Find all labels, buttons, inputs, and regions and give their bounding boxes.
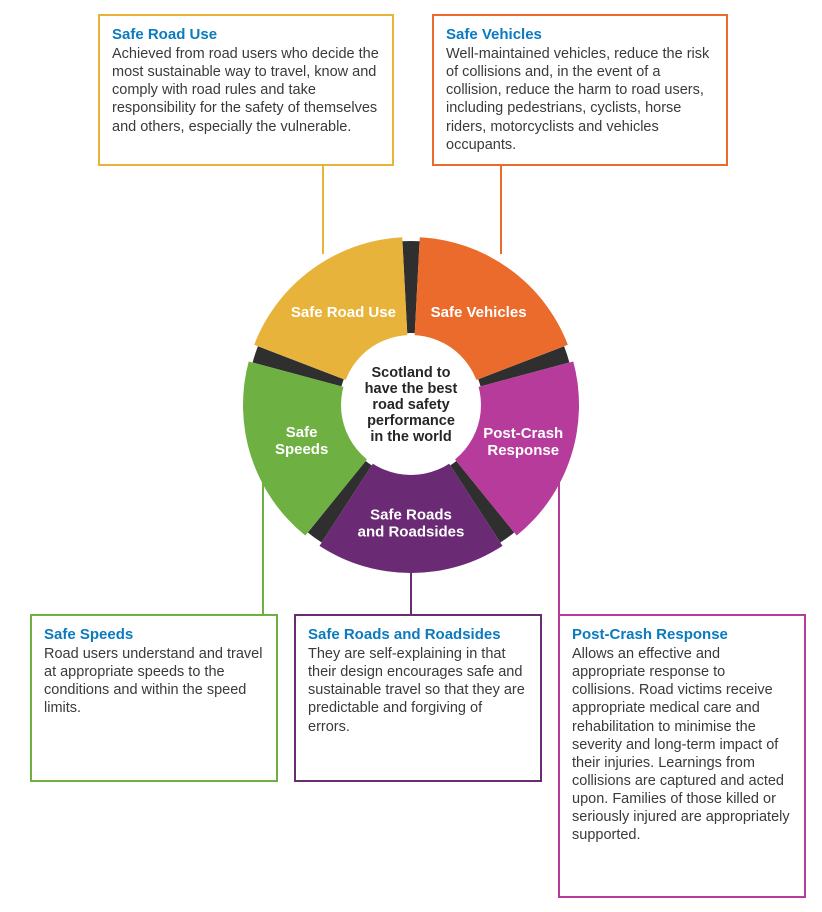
connector — [410, 568, 412, 614]
box-safe-roads: Safe Roads and Roadsides They are self-ex… — [294, 614, 542, 782]
connector — [262, 480, 264, 614]
box-title: Safe Speeds — [44, 626, 264, 643]
box-post-crash: Post-Crash Response Allows an effective a… — [558, 614, 806, 898]
box-safe-speeds: Safe Speeds Road users understand and tra… — [30, 614, 278, 782]
connector — [322, 166, 324, 254]
connector — [558, 480, 560, 614]
box-body: Allows an effective and appropriate resp… — [572, 645, 792, 844]
segment-label-safe-road-use: Safe Road Use — [291, 304, 396, 321]
connector — [500, 166, 502, 254]
box-title: Post-Crash Response — [572, 626, 792, 643]
center-text: Scotland tohave the bestroad safetyperfo… — [365, 365, 458, 445]
box-title: Safe Roads and Roadsides — [308, 626, 528, 643]
connector — [154, 614, 264, 616]
box-safe-road-use: Safe Road Use Achieved from road users wh… — [98, 14, 394, 166]
connector — [558, 614, 648, 616]
box-safe-vehicles: Safe Vehicles Well-maintained vehicles, r… — [432, 14, 728, 166]
segment-label-safe-roads: Safe Roadsand Roadsides — [358, 507, 465, 541]
box-title: Safe Vehicles — [446, 26, 714, 43]
box-body: Achieved from road users who decide the … — [112, 45, 380, 136]
segment-label-post-crash: Post-CrashResponse — [483, 425, 563, 459]
segment-label-safe-vehicles: Safe Vehicles — [431, 304, 527, 321]
box-body: They are self-explaining in that their d… — [308, 645, 528, 736]
box-body: Road users understand and travel at appr… — [44, 645, 264, 718]
box-body: Well-maintained vehicles, reduce the ris… — [446, 45, 714, 154]
box-title: Safe Road Use — [112, 26, 380, 43]
